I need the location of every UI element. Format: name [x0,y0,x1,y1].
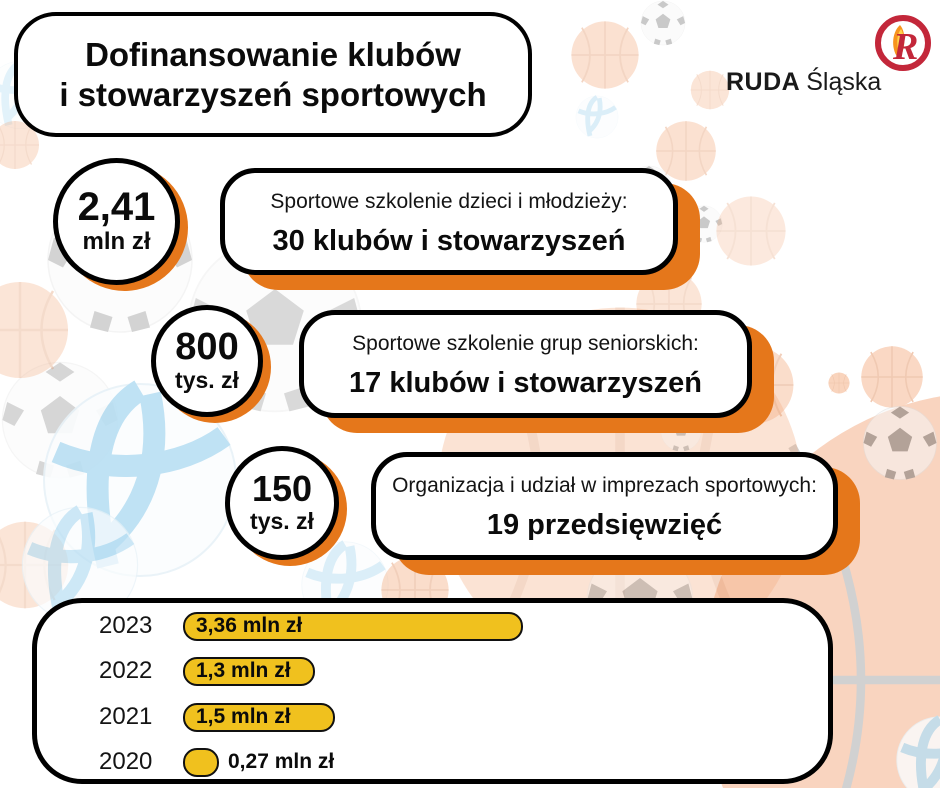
bar-value-label: 3,36 mln zł [196,614,303,637]
amount-circle-sport-events: 150 tys. zł [225,446,339,560]
category-label: Sportowe szkolenie dzieci i młodzieży: [270,189,628,213]
page-title: Dofinansowanie klubów i stowarzyszeń spo… [59,35,486,114]
svg-text:R: R [892,26,918,68]
bar-value-label: 0,27 mln zł [228,750,335,773]
chart-row-2022: 2022 1,3 mln zł [99,656,315,686]
category-label: Organizacja i udział w imprezach sportow… [392,474,817,497]
bar-2021: 1,5 mln zł [183,702,335,732]
bar-value-label: 1,5 mln zł [196,705,291,728]
logo-city-name: RUDA [726,68,801,96]
page-title-line1: Dofinansowanie klubów [85,35,461,73]
bar-2022: 1,3 mln zł [183,656,315,686]
bar-value-label: 1,3 mln zł [196,659,291,682]
category-pill-senior-training: Sportowe szkolenie grup seniorskich: 17 … [299,310,752,418]
amount-unit: tys. zł [175,366,239,393]
chart-row-2023: 2023 3,36 mln zł [99,611,523,641]
bar-2020 [183,747,219,777]
year-label: 2021 [99,703,153,730]
amount-value: 150 [251,468,313,510]
amount-unit: tys. zł [250,507,314,534]
amount-value: 2,41 [77,185,156,230]
ruda-slaska-emblem-icon: R [875,15,931,71]
category-result: 19 przedsięwzięć [486,509,723,541]
year-label: 2020 [99,748,153,775]
category-result: 30 klubów i stowarzyszeń [272,224,626,257]
page-title-line2: i stowarzyszeń sportowych [59,75,487,113]
yearly-funding-chart: 2023 3,36 mln zł 2022 1,3 mln zł 2021 1,… [32,598,833,784]
category-label: Sportowe szkolenie grup seniorskich: [352,332,699,355]
amount-unit: mln zł [82,227,151,255]
amount-circle-senior-training: 800 tys. zł [151,305,263,417]
category-pill-sport-events: Organizacja i udział w imprezach sportow… [371,452,838,560]
chart-row-2020: 2020 0,27 mln zł [99,747,334,777]
amount-circle-youth-training: 2,41 mln zł [53,158,180,285]
category-result: 17 klubów i stowarzyszeń [349,367,702,399]
bar-2023: 3,36 mln zł [183,611,523,641]
year-label: 2022 [99,657,153,684]
amount-value: 800 [175,326,239,369]
logo-region-name: Śląska [806,68,882,96]
category-pill-youth-training: Sportowe szkolenie dzieci i młodzieży: 3… [220,168,678,275]
title-box: Dofinansowanie klubów i stowarzyszeń spo… [14,12,532,137]
chart-row-2021: 2021 1,5 mln zł [99,702,335,732]
city-logo-text: RUDA Śląska [726,68,881,97]
year-label: 2023 [99,612,153,639]
